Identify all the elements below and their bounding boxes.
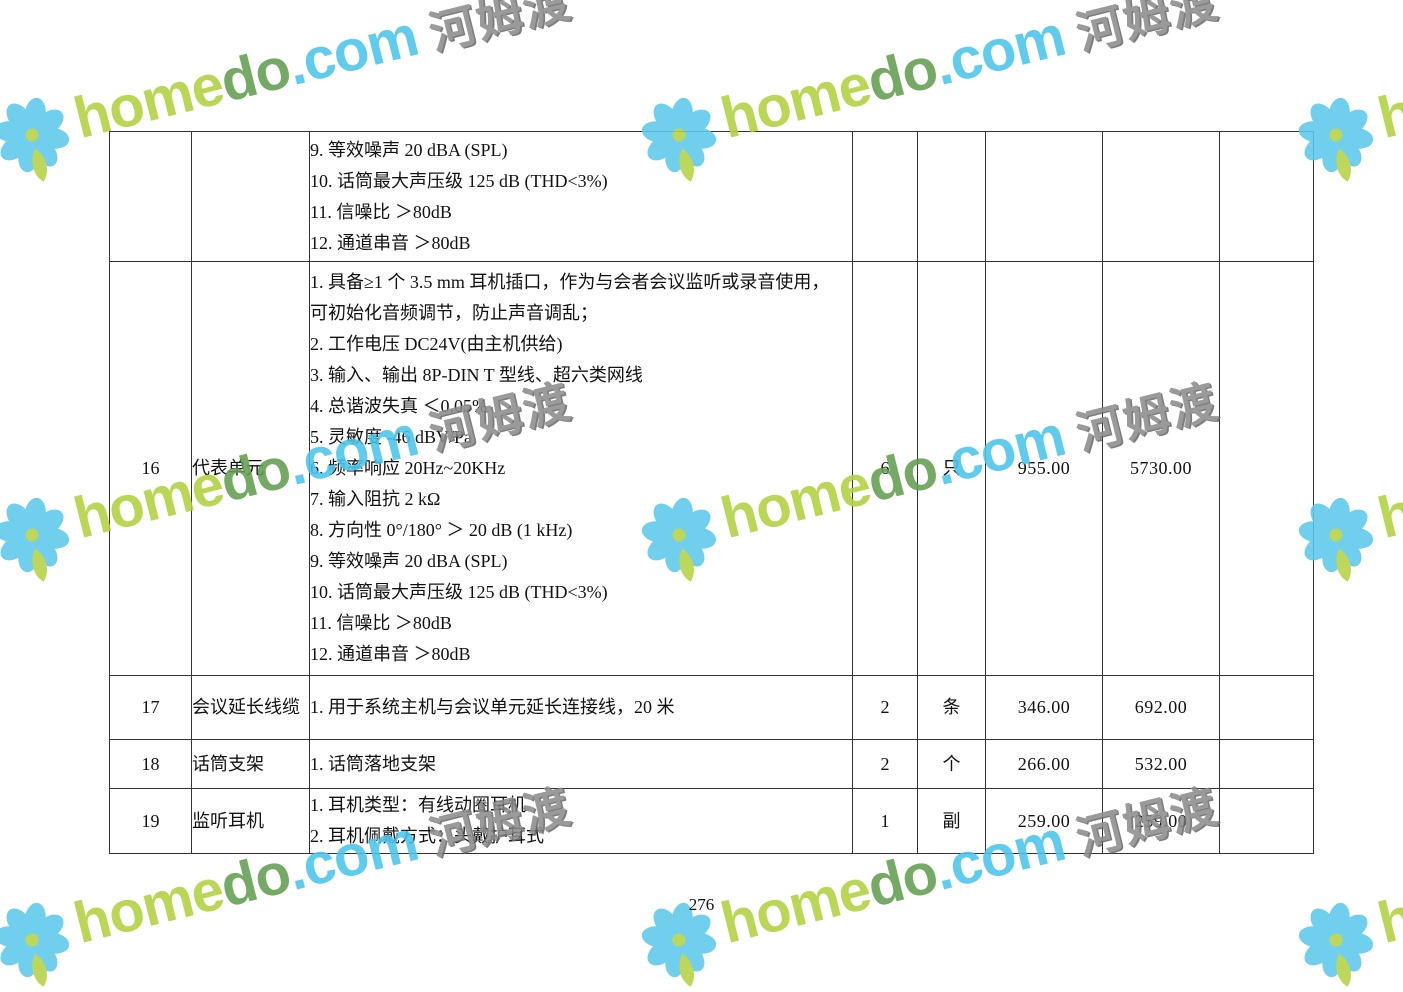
homedo-watermark-text: homedo.com河姆渡 xyxy=(1368,348,1403,571)
remark-cell xyxy=(1219,131,1314,262)
remark-cell xyxy=(1219,675,1314,740)
page-number: 276 xyxy=(688,895,715,914)
total-price-cell: 259.00 xyxy=(1102,788,1220,854)
item-name-cell: 话筒支架 xyxy=(191,739,310,789)
watermark-brand-do: do xyxy=(213,34,297,115)
watermark-brand-cjk: 河姆渡 xyxy=(424,0,577,60)
unit-cell: 个 xyxy=(917,739,986,789)
spec-cell: 9. 等效噪声 20 dBA (SPL) 10. 话筒最大声压级 125 dB … xyxy=(309,131,853,262)
homedo-flower-icon xyxy=(0,497,70,582)
total-price-cell xyxy=(1102,131,1220,262)
table-row: 19 监听耳机 1. 耳机类型：有线动圈耳机 2. 耳机佩戴方式：头戴护耳式 1… xyxy=(109,788,1314,854)
unit-cell xyxy=(917,131,986,262)
spec-line: 3. 输入、输出 8P-DIN T 型线、超六类网线 xyxy=(310,365,643,385)
remark-cell xyxy=(1219,788,1314,854)
spec-line: 5. 灵敏度 -46 dBV/Pa xyxy=(310,427,473,447)
table-row: 18 话筒支架 1. 话筒落地支架 2 个 266.00 532.00 xyxy=(109,739,1314,789)
homedo-watermark-text: homedo.com河姆渡 xyxy=(1368,753,1403,976)
total-price-cell: 5730.00 xyxy=(1102,261,1220,676)
spec-line: 1. 耳机类型：有线动圈耳机 xyxy=(310,795,527,815)
spec-line: 2. 工作电压 DC24V(由主机供给) xyxy=(310,334,563,354)
spec-line: 4. 总谐波失真 ＜0.05% xyxy=(310,396,488,416)
item-no-cell: 16 xyxy=(109,261,192,676)
unit-price-cell: 955.00 xyxy=(985,261,1103,676)
homedo-flower-icon xyxy=(0,97,70,182)
unit-cell: 只 xyxy=(917,261,986,676)
unit-price-cell: 346.00 xyxy=(985,675,1103,740)
spec-line: 7. 输入阻抗 2 kΩ xyxy=(310,489,441,509)
spec-line: 9. 等效噪声 20 dBA (SPL) xyxy=(310,551,508,571)
spec-line: 10. 话筒最大声压级 125 dB (THD<3%) xyxy=(310,170,608,191)
spec-line: 9. 等效噪声 20 dBA (SPL) xyxy=(310,139,508,160)
table-row: 9. 等效噪声 20 dBA (SPL) 10. 话筒最大声压级 125 dB … xyxy=(109,131,1314,262)
total-price-cell: 692.00 xyxy=(1102,675,1220,740)
spec-line: 1. 用于系统主机与会议单元延长连接线，20 米 xyxy=(310,697,675,717)
spec-line: 11. 信噪比 ＞80dB xyxy=(310,613,452,633)
spec-line: 1. 话筒落地支架 xyxy=(310,753,437,774)
spec-line: 12. 通道串音 ＞80dB xyxy=(310,644,471,664)
remark-cell xyxy=(1219,739,1314,789)
spec-line: 10. 话筒最大声压级 125 dB (THD<3%) xyxy=(310,582,608,602)
item-name-cell: 代表单元 xyxy=(191,261,310,676)
qty-cell xyxy=(852,131,918,262)
spec-line: 8. 方向性 0°/180° ＞ 20 dB (1 kHz) xyxy=(310,520,573,540)
unit-cell: 条 xyxy=(917,675,986,740)
unit-price-cell: 266.00 xyxy=(985,739,1103,789)
table-row: 16 代表单元 1. 具备≥1 个 3.5 mm 耳机插口，作为与会者会议监听或… xyxy=(109,261,1314,676)
item-name-cell: 会议延长线缆 xyxy=(191,675,310,740)
item-name-cell xyxy=(191,131,310,262)
spec-cell: 1. 具备≥1 个 3.5 mm 耳机插口，作为与会者会议监听或录音使用， 可初… xyxy=(309,261,853,676)
qty-cell: 1 xyxy=(852,788,918,854)
spec-line: 2. 耳机佩戴方式：头戴护耳式 xyxy=(310,826,545,846)
watermark-brand-cjk: 河姆渡 xyxy=(1071,0,1224,60)
qty-cell: 2 xyxy=(852,675,918,740)
spec-line: 1. 具备≥1 个 3.5 mm 耳机插口，作为与会者会议监听或录音使用， xyxy=(310,272,830,292)
spec-line: 11. 信噪比 ＞80dB xyxy=(310,201,452,222)
watermark-brand-do: do xyxy=(860,34,944,115)
item-name-cell: 监听耳机 xyxy=(191,788,310,854)
spec-line: 可初始化音频调节，防止声音调乱； xyxy=(310,303,599,323)
homedo-watermark-text: homedo.com河姆渡 xyxy=(1368,0,1403,171)
item-no-cell: 17 xyxy=(109,675,192,740)
spec-line: 6. 频率响应 20Hz~20KHz xyxy=(310,458,506,478)
spec-cell: 1. 用于系统主机与会议单元延长连接线，20 米 xyxy=(309,675,853,740)
qty-cell: 2 xyxy=(852,739,918,789)
spec-table: 9. 等效噪声 20 dBA (SPL) 10. 话筒最大声压级 125 dB … xyxy=(109,131,1314,854)
total-price-cell: 532.00 xyxy=(1102,739,1220,789)
remark-cell xyxy=(1219,261,1314,676)
item-no-cell xyxy=(109,131,192,262)
item-no-cell: 19 xyxy=(109,788,192,854)
spec-cell: 1. 耳机类型：有线动圈耳机 2. 耳机佩戴方式：头戴护耳式 xyxy=(309,788,853,854)
unit-price-cell: 259.00 xyxy=(985,788,1103,854)
item-no-cell: 18 xyxy=(109,739,192,789)
watermark-brand-home: home xyxy=(1371,51,1403,152)
unit-cell: 副 xyxy=(917,788,986,854)
table-row: 17 会议延长线缆 1. 用于系统主机与会议单元延长连接线，20 米 2 条 3… xyxy=(109,675,1314,740)
spec-line: 12. 通道串音 ＞80dB xyxy=(310,232,471,253)
watermark-brand-domain: .com xyxy=(280,3,424,98)
spec-cell: 1. 话筒落地支架 xyxy=(309,739,853,789)
qty-cell: 6 xyxy=(852,261,918,676)
unit-price-cell xyxy=(985,131,1103,262)
watermark-brand-domain: .com xyxy=(927,3,1071,98)
watermark-brand-home: home xyxy=(1371,451,1403,552)
